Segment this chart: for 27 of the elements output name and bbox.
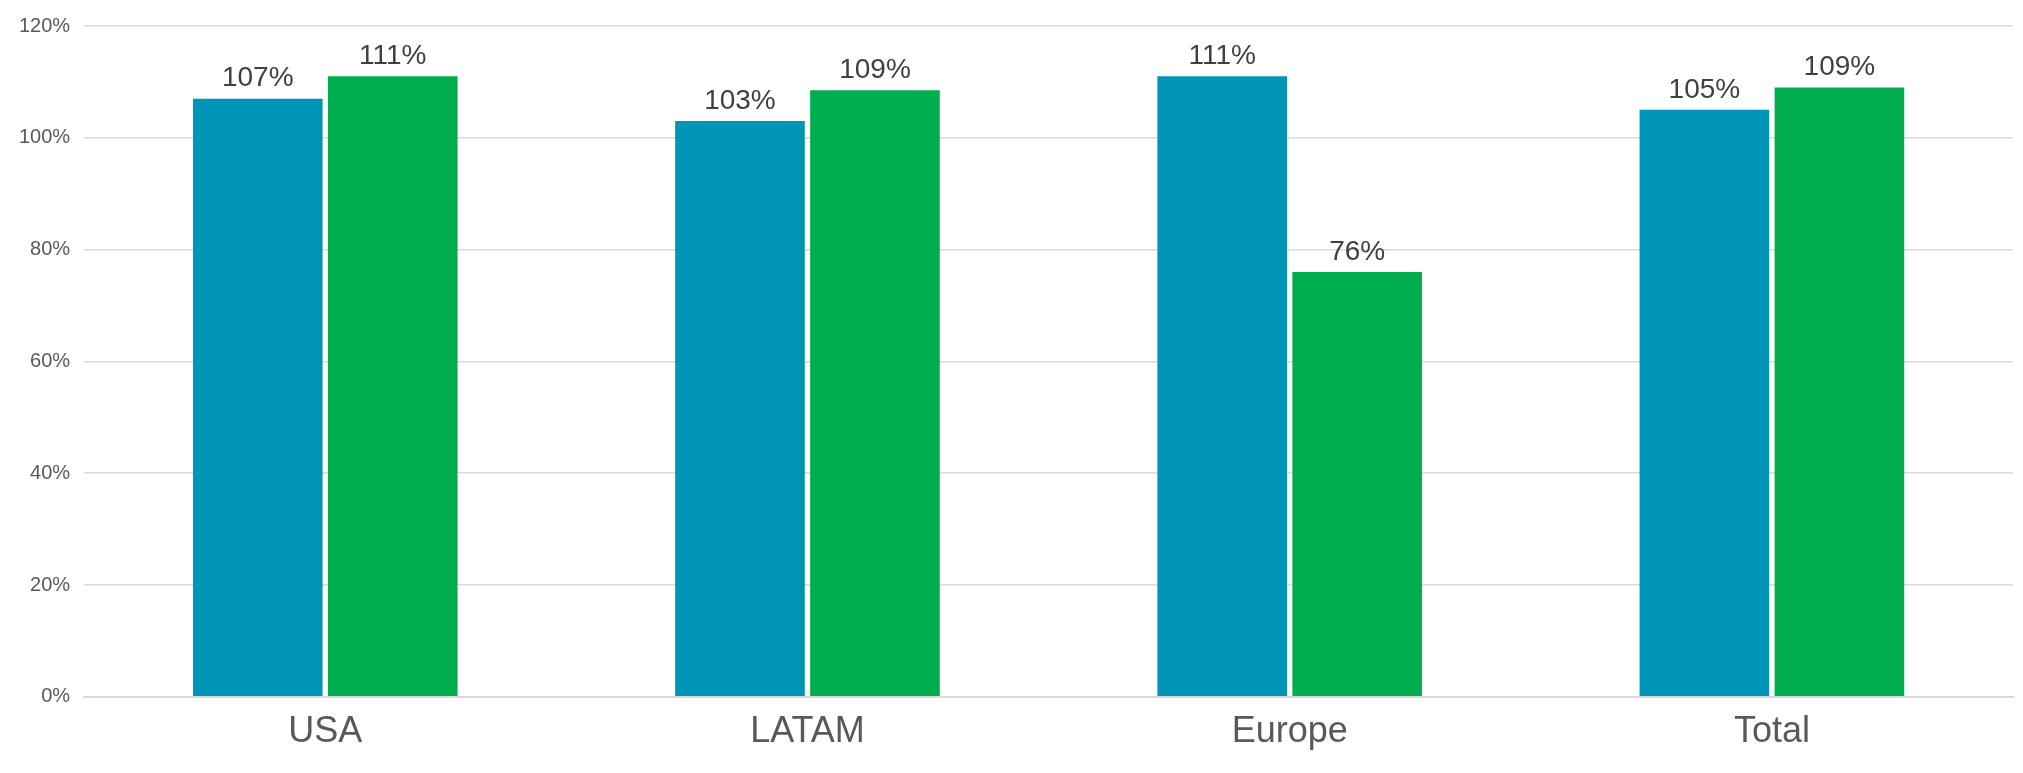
data-label: 76% (1329, 234, 1386, 266)
y-tick-label: 20% (30, 572, 71, 595)
bar (192, 98, 323, 697)
y-tick-label: 0% (41, 684, 71, 707)
x-tick-label: Europe (1231, 709, 1348, 751)
bar (1639, 109, 1770, 697)
y-tick-label: 60% (30, 348, 71, 371)
data-label: 107% (221, 61, 294, 93)
x-tick-label: Total (1733, 709, 1810, 751)
bar (675, 121, 805, 697)
bar (327, 76, 458, 697)
data-label: 105% (1668, 72, 1741, 104)
data-label: 103% (704, 83, 776, 115)
bar (1157, 76, 1287, 697)
bar (810, 90, 940, 697)
x-tick-label: LATAM (750, 709, 865, 751)
y-tick-label: 80% (30, 237, 71, 260)
bar (1292, 271, 1422, 697)
y-tick-label: 120% (19, 13, 71, 36)
bar (1774, 87, 1905, 697)
data-label: 111% (1188, 39, 1256, 71)
x-tick-label: USA (288, 709, 363, 751)
y-tick-label: 40% (30, 460, 71, 483)
data-label: 111% (359, 39, 427, 71)
y-tick-label: 100% (19, 125, 71, 148)
data-label: 109% (839, 53, 911, 84)
data-label: 109% (1803, 50, 1876, 82)
